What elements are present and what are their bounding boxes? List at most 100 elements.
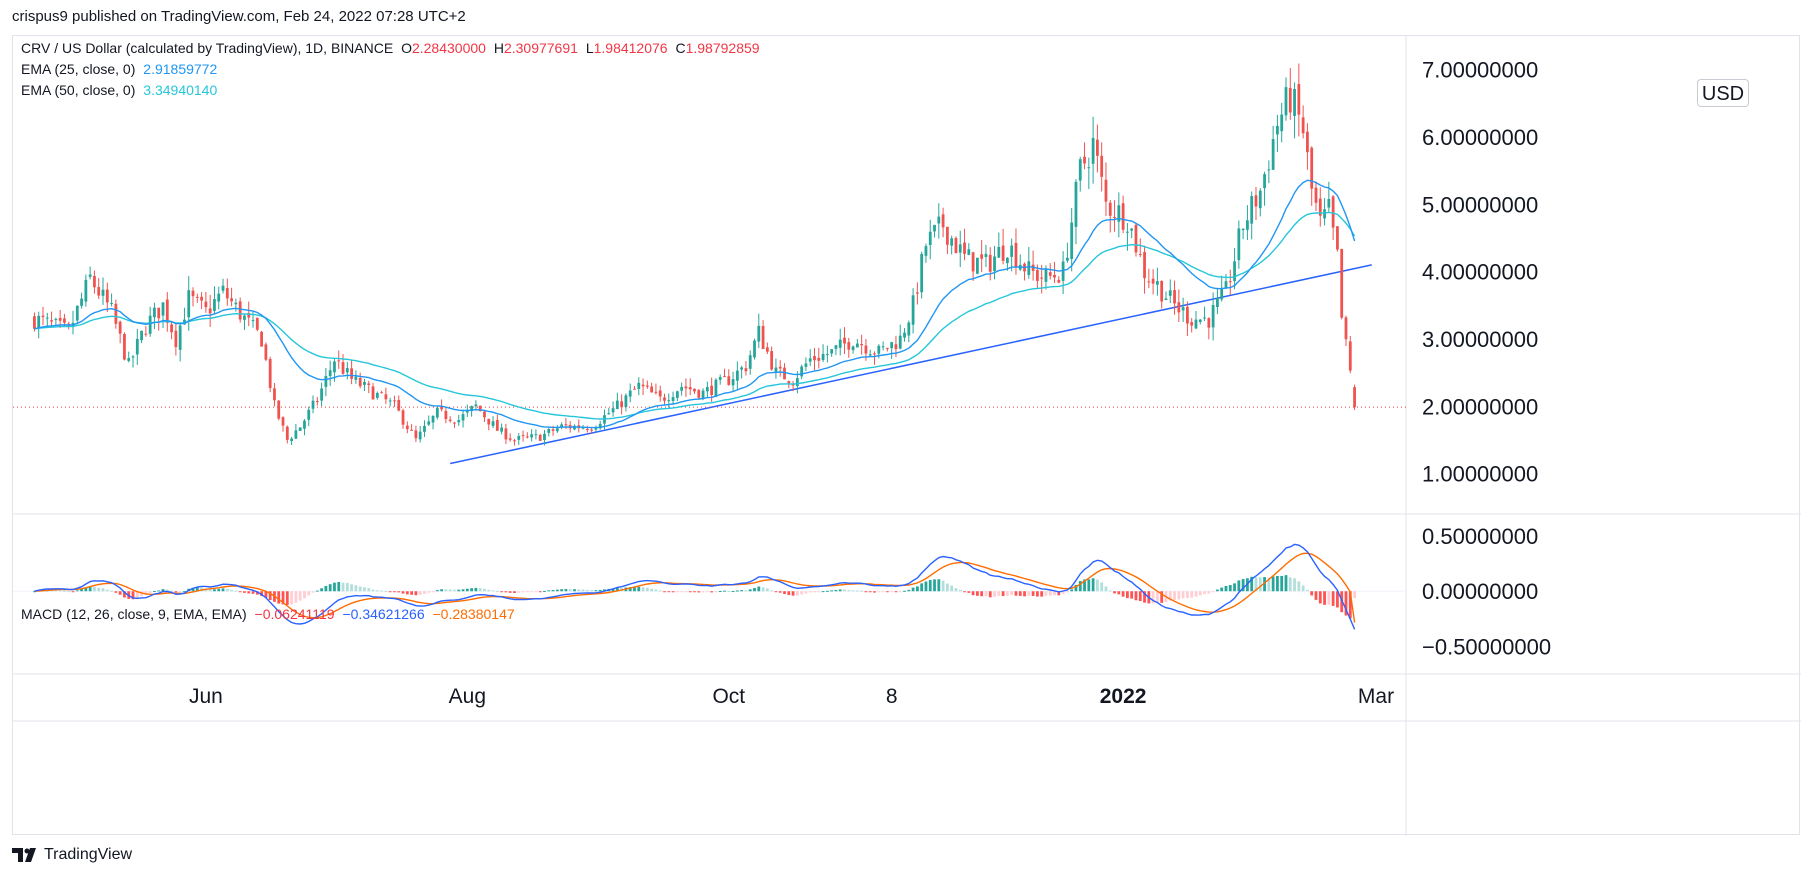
candle-body (945, 226, 949, 245)
open-value: 2.28430000 (411, 40, 486, 56)
ema50-label[interactable]: EMA (50, close, 0) (21, 82, 136, 98)
macd-histogram-bar (933, 579, 936, 592)
macd-histogram-bar (71, 591, 75, 593)
candle-body (894, 344, 898, 350)
candle-body (33, 316, 36, 329)
candle-body (615, 400, 619, 409)
macd-histogram-bar (851, 590, 855, 592)
candle-body (1186, 306, 1189, 324)
macd-histogram-bar (697, 591, 701, 593)
candle-body (465, 409, 469, 413)
candle-body (594, 427, 598, 430)
candle-body (75, 305, 79, 321)
macd-histogram-bar (1100, 582, 1104, 592)
candle-body (898, 335, 902, 349)
candle-body (1147, 281, 1151, 283)
macd-histogram-bar (1010, 591, 1014, 595)
macd-label[interactable]: MACD (12, 26, close, 9, EMA, EMA) (21, 606, 247, 622)
macd-histogram-bar (924, 581, 928, 592)
macd-histogram-bar (75, 590, 79, 592)
candle-body (1246, 220, 1249, 230)
macd-histogram-bar (80, 589, 83, 592)
macd-histogram-bar (221, 588, 225, 592)
symbol-title[interactable]: CRV / US Dollar (calculated by TradingVi… (21, 40, 394, 56)
candle-body (530, 434, 534, 438)
candle-body (174, 330, 178, 348)
candle-body (663, 397, 666, 401)
candle-body (1156, 281, 1159, 285)
ema25-label[interactable]: EMA (25, close, 0) (21, 61, 136, 77)
macd-histogram-bar (1168, 591, 1172, 601)
candle-body (277, 400, 281, 419)
candle-body (337, 360, 341, 362)
macd-histogram-bar (663, 591, 666, 593)
candle-body (1233, 261, 1236, 282)
macd-histogram-bar (975, 591, 979, 596)
candle-body (45, 317, 49, 319)
candle-body (748, 355, 752, 369)
macd-histogram-bar (997, 591, 1001, 596)
candle-body (1216, 297, 1219, 307)
macd-histogram-bar (813, 591, 816, 593)
candle-body (843, 337, 846, 344)
candle-body (101, 289, 105, 296)
candle-body (1177, 302, 1181, 313)
candle-body (1336, 226, 1339, 250)
macd-histogram-bar (384, 591, 388, 593)
candle-body (495, 420, 499, 431)
candle-body (795, 378, 799, 387)
chart-canvas[interactable]: 7.00000000 6.00000000 5.00000000 4.00000000… (13, 36, 1801, 836)
candle-body (1044, 269, 1048, 282)
macd-histogram-bar (144, 591, 148, 596)
low-value: 1.98412076 (593, 40, 668, 56)
candle-body (500, 427, 504, 432)
macd-histogram-bar (783, 591, 786, 595)
candle-body (765, 347, 769, 352)
macd-histogram-bar (1186, 591, 1189, 599)
candle-body (1263, 174, 1266, 189)
candle-body (967, 249, 971, 255)
macd-histogram-bar (474, 587, 478, 592)
candle-body (388, 400, 392, 402)
macd-histogram-bar (585, 589, 589, 592)
macd-histogram-bar (1134, 591, 1138, 601)
macd-histogram-bar (560, 589, 564, 592)
currency-button[interactable]: USD (1697, 79, 1749, 107)
main-legend: CRV / US Dollar (calculated by TradingVi… (21, 38, 764, 101)
macd-histogram-bar (1087, 579, 1091, 592)
candle-body (1113, 217, 1116, 219)
candle-body (697, 390, 701, 398)
macd-histogram-bar (881, 591, 885, 593)
candle-body (204, 301, 208, 308)
candle-body (680, 387, 684, 391)
candle-body (354, 376, 358, 380)
macd-histogram-bar (281, 591, 285, 605)
time-axis-label: Mar (1358, 685, 1394, 708)
candle-body (564, 424, 568, 426)
macd-histogram-bar (161, 589, 165, 592)
candle-body (1348, 341, 1352, 371)
candle-body (448, 419, 452, 422)
macd-histogram-bar (1113, 591, 1116, 594)
candle-body (508, 438, 512, 440)
candle-body (487, 418, 491, 425)
macd-histogram-bar (521, 591, 525, 593)
macd-histogram-bar (165, 589, 169, 592)
macd-histogram-bar (864, 591, 868, 593)
macd-histogram-bar (735, 590, 739, 592)
macd-histogram-bar (1207, 591, 1211, 594)
macd-histogram-bar (393, 591, 396, 593)
candle-body (881, 346, 885, 348)
candle-body (1061, 261, 1065, 281)
macd-histogram-bar (684, 591, 688, 593)
macd-histogram-bar (1040, 591, 1044, 597)
candle-body (744, 368, 748, 372)
macd-histogram-bar (208, 589, 212, 592)
candle-body (200, 296, 203, 301)
candle-body (538, 434, 542, 441)
macd-histogram-bar (1284, 575, 1288, 592)
macd-histogram-bar (543, 590, 546, 592)
macd-histogram-bar (731, 591, 735, 593)
macd-histogram-bar (654, 589, 658, 592)
macd-histogram-bar (260, 591, 263, 597)
